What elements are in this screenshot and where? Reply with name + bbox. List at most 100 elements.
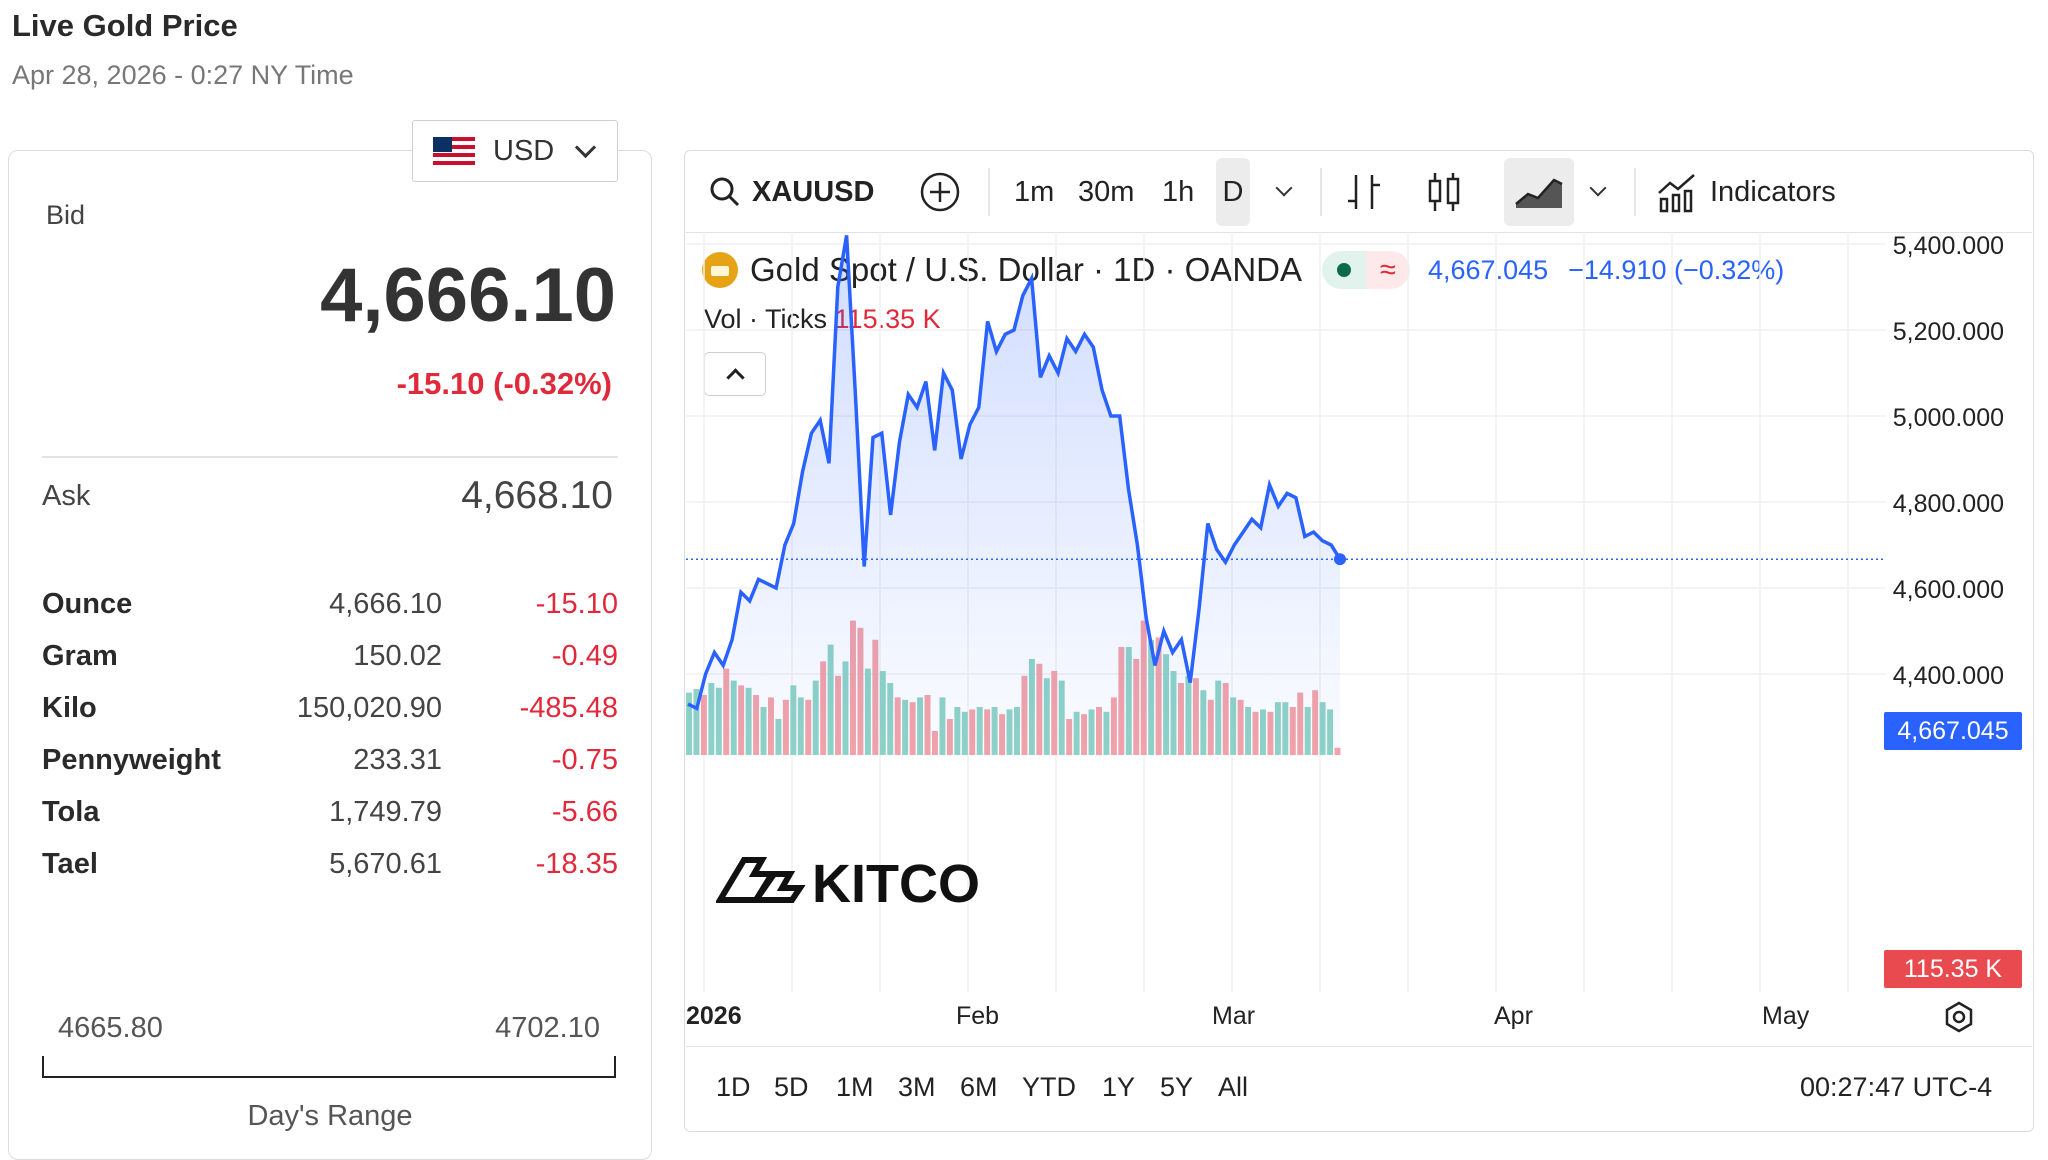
range-all[interactable]: All (1218, 1072, 1249, 1102)
day-range-low: 4665.80 (58, 1012, 163, 1044)
x-axis-label: May (1762, 1002, 1810, 1030)
unit-name: Ounce (42, 588, 133, 620)
chart-type-dropdown[interactable] (1586, 152, 1607, 232)
last-price-tag: 4,667.045 (1884, 712, 2022, 750)
price-area (688, 235, 1340, 755)
compare-button[interactable] (918, 152, 962, 232)
symbol-label: XAUUSD (752, 175, 875, 208)
y-axis-label: 5,400.000 (1892, 232, 2004, 260)
interval-30m[interactable]: 30m (1078, 175, 1135, 208)
currency-label: USD (493, 134, 555, 167)
unit-price: 150,020.90 (296, 692, 442, 724)
unit-change: -0.49 (551, 640, 618, 672)
ask-label: Ask (42, 480, 91, 512)
us-flag-icon (433, 137, 475, 165)
area-chart-icon (1515, 178, 1563, 208)
chart-clock: 00:27:47 UTC-4 (1800, 1072, 1993, 1102)
range-5d[interactable]: 5D (774, 1072, 809, 1102)
unit-row-ounce: Ounce 4,666.10 -15.10 (42, 588, 622, 628)
interval-dropdown[interactable] (1272, 152, 1293, 232)
unit-change: -485.48 (519, 692, 618, 724)
x-axis-label: Feb (956, 1002, 1000, 1030)
bid-change: -15.10 (-0.32%) (396, 366, 612, 401)
range-3m[interactable]: 3M (898, 1072, 936, 1102)
collapse-legend-button[interactable] (704, 352, 766, 396)
y-axis-label: 5,000.000 (1892, 404, 2004, 432)
volume-tag: 115.35 K (1884, 950, 2022, 988)
unit-row-tola: Tola 1,749.79 -5.66 (42, 796, 622, 836)
svg-text:KITCO: KITCO (812, 854, 980, 908)
gear-icon[interactable] (1942, 1000, 1976, 1034)
unit-name: Gram (42, 640, 118, 672)
bid-price: 4,666.10 (320, 253, 616, 338)
x-axis-label: Mar (1212, 1002, 1256, 1030)
unit-change: -0.75 (551, 744, 618, 776)
unit-price: 233.31 (353, 744, 442, 776)
day-range-label: Day's Range (247, 1100, 413, 1132)
chevron-down-icon (1275, 179, 1293, 197)
legend-price: 4,667.045 (1428, 254, 1549, 285)
page-subtitle: Apr 28, 2026 - 0:27 NY Time (12, 60, 354, 90)
unit-change: -15.10 (535, 588, 618, 620)
range-5y[interactable]: 5Y (1160, 1072, 1194, 1102)
range-1y[interactable]: 1Y (1102, 1072, 1136, 1102)
chevron-down-icon (1589, 179, 1607, 197)
y-axis-label: 4,600.000 (1892, 576, 2004, 604)
volume-label: Vol · Ticks (704, 304, 828, 334)
bar-chart-type-button[interactable] (1346, 152, 1382, 232)
price-line (687, 235, 1342, 711)
y-axis-label: 5,200.000 (1892, 318, 2004, 346)
plus-circle-icon (920, 172, 960, 212)
market-status-pill[interactable]: ≈ (1322, 251, 1410, 289)
bars-icon (1348, 175, 1380, 209)
unit-change: -5.66 (551, 796, 618, 828)
unit-name: Pennyweight (42, 744, 221, 776)
chart-toolbar: XAUUSD 1m 30m 1h D (686, 152, 2032, 233)
unit-name: Tola (42, 796, 100, 828)
unit-price: 150.02 (353, 640, 442, 672)
price-chart[interactable] (686, 232, 1886, 1002)
gold-symbol-icon (702, 252, 738, 288)
y-axis-label: 4,400.000 (1892, 662, 2004, 690)
last-price-dot (1334, 553, 1346, 566)
unit-name: Kilo (42, 692, 97, 724)
unit-row-pennyweight: Pennyweight 233.31 -0.75 (42, 744, 622, 784)
candles-icon (1428, 173, 1460, 211)
unit-row-kilo: Kilo 150,020.90 -485.48 (42, 692, 622, 732)
range-1m[interactable]: 1M (836, 1072, 874, 1102)
candle-chart-type-button[interactable] (1426, 152, 1462, 232)
unit-name: Tael (42, 848, 98, 880)
bid-label: Bid (46, 200, 86, 230)
y-axis-label: 4,800.000 (1892, 490, 2004, 518)
indicators-label: Indicators (1710, 175, 1836, 208)
interval-d[interactable]: D (1216, 158, 1250, 226)
day-range-bar (42, 1056, 616, 1078)
interval-1m[interactable]: 1m (1014, 175, 1055, 208)
market-open-icon (1322, 251, 1366, 289)
unit-row-gram: Gram 150.02 -0.49 (42, 640, 622, 680)
x-axis-label: 2026 (686, 1002, 742, 1030)
range-6m[interactable]: 6M (960, 1072, 998, 1102)
delayed-data-icon: ≈ (1366, 251, 1410, 289)
currency-select[interactable]: USD (412, 120, 618, 182)
x-axis-label: Apr (1494, 1002, 1533, 1030)
search-icon (710, 177, 740, 207)
range-ytd[interactable]: YTD (1022, 1072, 1076, 1102)
day-range-high: 4702.10 (495, 1012, 600, 1044)
area-chart-type-button[interactable] (1504, 158, 1574, 226)
symbol-search[interactable]: XAUUSD (708, 152, 874, 232)
ask-price: 4,668.10 (461, 474, 613, 517)
range-1d[interactable]: 1D (716, 1072, 751, 1102)
unit-row-tael: Tael 5,670.61 -18.35 (42, 848, 622, 888)
legend-change: −14.910 (−0.32%) (1568, 254, 1785, 285)
indicators-icon (1658, 174, 1695, 213)
unit-price: 4,666.10 (329, 588, 442, 620)
page-title: Live Gold Price (12, 8, 238, 43)
unit-price: 5,670.61 (329, 848, 442, 880)
kitco-logo: KITCO (716, 854, 980, 908)
chevron-down-icon (575, 136, 597, 158)
indicators-button[interactable]: Indicators (1656, 152, 1836, 232)
chart-bottom-bar (686, 1046, 2032, 1131)
unit-change: -18.35 (535, 848, 618, 880)
interval-1h[interactable]: 1h (1162, 175, 1195, 208)
